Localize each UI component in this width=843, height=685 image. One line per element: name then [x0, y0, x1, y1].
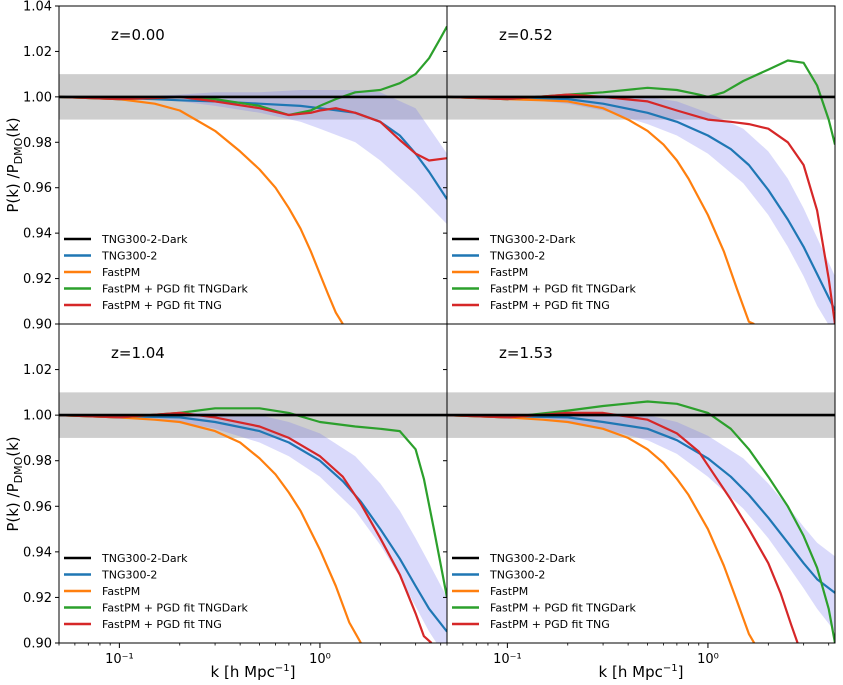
axes-layer: 0.90 0.92 0.94 0.96 0.98 1.00 1.02 1.04 0.90 0.92…	[23, 0, 836, 667]
legend-label: TNG300-2-Dark	[489, 552, 576, 565]
y-tick-label: 1.02	[23, 363, 52, 378]
y-tick-label: 0.94	[23, 545, 52, 560]
line-fastpm-pgd-fit-tngdark	[447, 400, 835, 643]
legend-label: FastPM + PGD fit TNG	[490, 618, 610, 631]
x-tick-label: 10⁰	[309, 652, 331, 667]
line-fastpm	[59, 414, 362, 643]
line-fastpm	[447, 414, 756, 643]
y-axis-title-top: P(k) /PDMO(k)	[4, 117, 25, 212]
legend-label: FastPM	[102, 585, 140, 598]
tng300-2-uncertainty-band	[59, 412, 447, 643]
panel-4	[447, 392, 835, 643]
legend-label: FastPM + PGD fit TNG	[102, 299, 222, 312]
legend: TNG300-2-Dark TNG300-2 FastPM FastPM + PGD …	[452, 233, 637, 312]
redshift-label: z=0.52	[499, 26, 553, 44]
y-tick-label: 1.00	[23, 409, 52, 424]
x-axis-title-left: k [h Mpc−1]	[211, 663, 296, 681]
legend-label: FastPM + PGD fit TNG	[490, 299, 610, 312]
y-tick-label: 1.04	[23, 0, 52, 15]
legend-label: TNG300-2	[101, 250, 157, 263]
tng300-2-uncertainty-band	[447, 94, 835, 324]
redshift-label: z=1.04	[111, 344, 165, 362]
line-fastpm	[59, 95, 344, 324]
line-fastpm-pgd-fit-tng	[447, 93, 835, 324]
legend-label: FastPM + PGD fit TNGDark	[490, 283, 637, 296]
y-tick-label: 0.90	[23, 318, 52, 333]
legend-label: FastPM	[102, 266, 140, 279]
line-tng300-2	[447, 95, 835, 311]
line-fastpm-pgd-fit-tngdark	[59, 407, 447, 598]
y-tick-label: 0.96	[23, 500, 52, 515]
legend-label: FastPM	[490, 266, 528, 279]
line-fastpm	[447, 95, 755, 324]
y-tick-label: 0.98	[23, 136, 52, 151]
legend-label: TNG300-2	[489, 250, 545, 263]
x-axis-title-right: k [h Mpc−1]	[599, 663, 684, 681]
plot-area: z=0.00 TNG300-2-Dark TNG300-2 FastPM FastPM …	[59, 25, 835, 643]
legend-label: FastPM	[490, 585, 528, 598]
panel-2	[447, 59, 835, 324]
panel-3	[59, 392, 447, 643]
legend: TNG300-2-Dark TNG300-2 FastPM FastPM + PGD …	[452, 552, 637, 631]
x-tick-label: 10⁻¹	[105, 652, 134, 667]
y-tick-label: 0.92	[23, 591, 52, 606]
y-tick-label: 1.00	[23, 90, 52, 105]
legend: TNG300-2-Dark TNG300-2 FastPM FastPM + PGD …	[64, 552, 249, 631]
tng300-2-uncertainty-band	[447, 412, 835, 632]
line-tng300-2	[59, 414, 447, 633]
line-fastpm-pgd-fit-tngdark	[447, 59, 835, 145]
y-tick-label: 0.90	[23, 637, 52, 652]
line-fastpm-pgd-fit-tng	[447, 411, 799, 643]
redshift-label: z=1.53	[499, 344, 553, 362]
panel-1	[59, 25, 447, 324]
legend-label: TNG300-2-Dark	[101, 552, 188, 565]
y-tick-label: 0.92	[23, 272, 52, 287]
legend-label: FastPM + PGD fit TNGDark	[102, 283, 249, 296]
legend-label: TNG300-2-Dark	[101, 233, 188, 246]
legend-label: TNG300-2	[101, 569, 157, 582]
y-axis-title-bottom: P(k) /PDMO(k)	[4, 436, 25, 531]
panel-frame	[446, 323, 836, 644]
redshift-label: z=0.00	[111, 26, 165, 44]
line-fastpm-pgd-fit-tng	[59, 411, 433, 643]
legend: TNG300-2-Dark TNG300-2 FastPM FastPM + PGD …	[64, 233, 249, 312]
legend-label: TNG300-2	[489, 569, 545, 582]
x-tick-label: 10⁰	[697, 652, 719, 667]
tng300-2-uncertainty-band	[59, 90, 447, 225]
y-tick-label: 0.96	[23, 181, 52, 196]
y-tick-label: 0.98	[23, 454, 52, 469]
y-tick-label: 0.94	[23, 227, 52, 242]
legend-label: FastPM + PGD fit TNG	[102, 618, 222, 631]
legend-label: FastPM + PGD fit TNGDark	[490, 602, 637, 615]
y-tick-label: 1.02	[23, 45, 52, 60]
legend-label: TNG300-2-Dark	[489, 233, 576, 246]
line-tng300-2	[447, 414, 835, 594]
legend-label: FastPM + PGD fit TNGDark	[102, 602, 249, 615]
x-tick-label: 10⁻¹	[493, 652, 522, 667]
